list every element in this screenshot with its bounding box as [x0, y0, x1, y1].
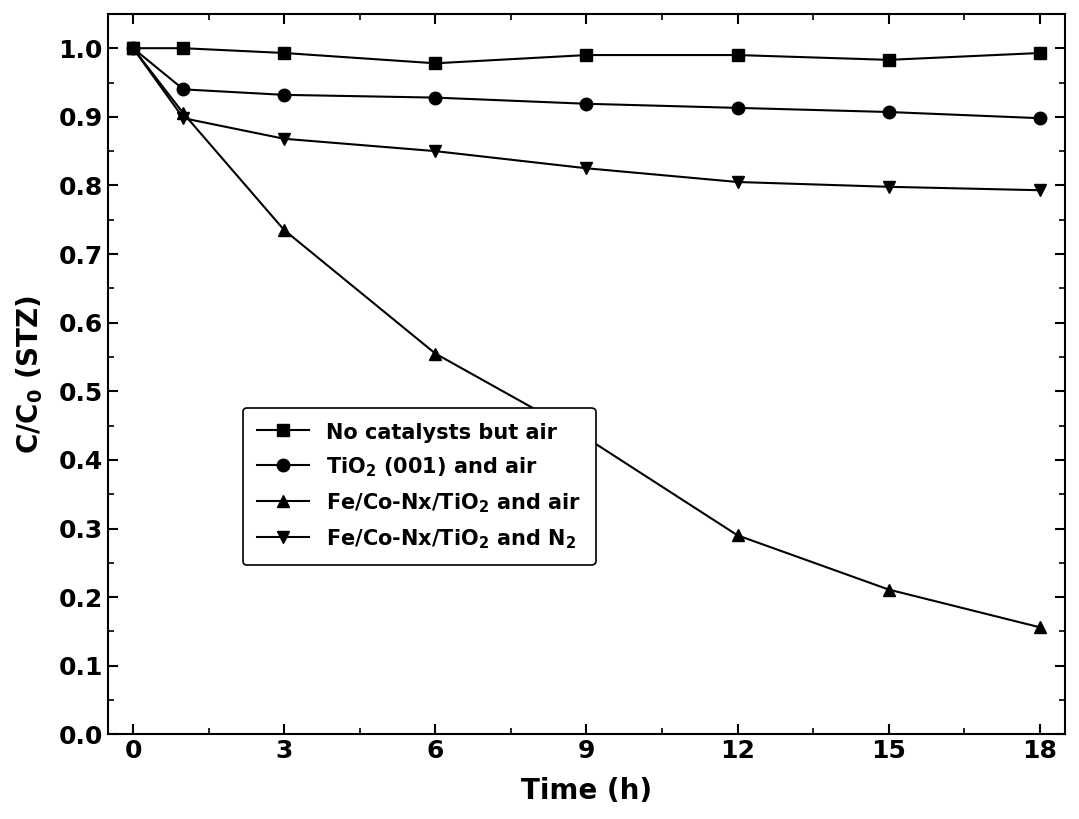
TiO$_2$ (001) and air — [1034, 113, 1047, 123]
Line: TiO$_2$ (001) and air: TiO$_2$ (001) and air — [126, 42, 1047, 124]
Fe/Co-Nx/TiO$_2$ and air — [177, 108, 190, 118]
Line: Fe/Co-Nx/TiO$_2$ and air: Fe/Co-Nx/TiO$_2$ and air — [126, 42, 1047, 634]
TiO$_2$ (001) and air — [277, 90, 290, 100]
Legend: No catalysts but air, TiO$_2$ (001) and air, Fe/Co-Nx/TiO$_2$ and air, Fe/Co-Nx/: No catalysts but air, TiO$_2$ (001) and … — [243, 408, 596, 565]
Fe/Co-Nx/TiO$_2$ and air — [1034, 622, 1047, 632]
X-axis label: Time (h): Time (h) — [521, 777, 652, 805]
TiO$_2$ (001) and air — [732, 103, 745, 113]
Y-axis label: C/C$_0$ (STZ): C/C$_0$ (STZ) — [14, 295, 44, 454]
No catalysts but air — [277, 48, 290, 58]
TiO$_2$ (001) and air — [581, 99, 593, 109]
No catalysts but air — [581, 50, 593, 60]
Fe/Co-Nx/TiO$_2$ and N$_2$ — [581, 163, 593, 173]
Fe/Co-Nx/TiO$_2$ and air — [883, 585, 896, 595]
Fe/Co-Nx/TiO$_2$ and N$_2$ — [277, 133, 290, 143]
Fe/Co-Nx/TiO$_2$ and N$_2$ — [883, 182, 896, 192]
Fe/Co-Nx/TiO$_2$ and N$_2$ — [126, 43, 139, 53]
Fe/Co-Nx/TiO$_2$ and air — [126, 43, 139, 53]
No catalysts but air — [1034, 48, 1047, 58]
TiO$_2$ (001) and air — [428, 93, 441, 102]
Fe/Co-Nx/TiO$_2$ and air — [732, 531, 745, 541]
TiO$_2$ (001) and air — [126, 43, 139, 53]
No catalysts but air — [883, 55, 896, 65]
No catalysts but air — [732, 50, 745, 60]
No catalysts but air — [177, 43, 190, 53]
Fe/Co-Nx/TiO$_2$ and N$_2$ — [428, 147, 441, 156]
No catalysts but air — [428, 58, 441, 68]
Fe/Co-Nx/TiO$_2$ and N$_2$ — [177, 113, 190, 123]
Fe/Co-Nx/TiO$_2$ and air — [277, 225, 290, 235]
No catalysts but air — [126, 43, 139, 53]
Fe/Co-Nx/TiO$_2$ and air — [428, 349, 441, 359]
Fe/Co-Nx/TiO$_2$ and N$_2$ — [732, 177, 745, 187]
Fe/Co-Nx/TiO$_2$ and air — [581, 433, 593, 443]
Line: No catalysts but air: No catalysts but air — [126, 42, 1047, 70]
Line: Fe/Co-Nx/TiO$_2$ and N$_2$: Fe/Co-Nx/TiO$_2$ and N$_2$ — [126, 42, 1047, 197]
TiO$_2$ (001) and air — [883, 107, 896, 117]
TiO$_2$ (001) and air — [177, 84, 190, 94]
Fe/Co-Nx/TiO$_2$ and N$_2$ — [1034, 185, 1047, 195]
